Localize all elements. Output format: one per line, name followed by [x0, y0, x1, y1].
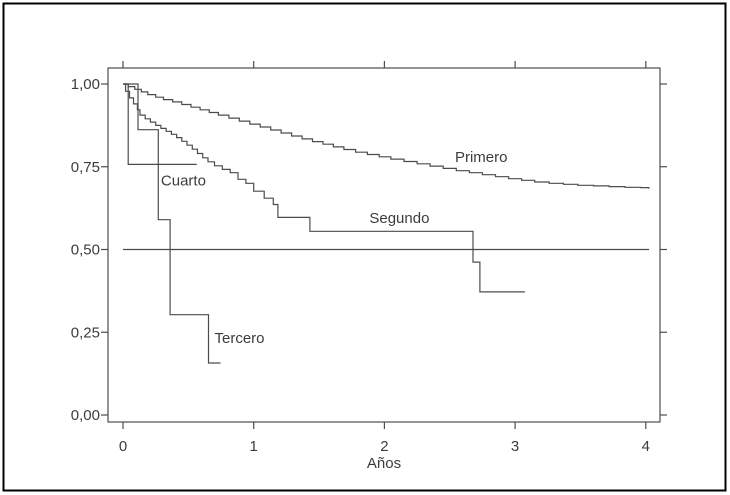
label-primero: Primero: [455, 149, 508, 166]
y-tick-label-4: 0,00: [71, 407, 100, 424]
axes-layer: 0 1 2 3 4 1,00 0,75 0,50 0,25 0,00: [71, 61, 667, 455]
series-tercero-curve: [123, 83, 221, 364]
y-tick-label-3: 0,25: [71, 324, 100, 341]
x-tick-label-3: 3: [511, 438, 519, 455]
label-cuarto: Cuarto: [161, 173, 206, 190]
series-layer: [123, 83, 650, 364]
x-tick-label-1: 1: [250, 438, 258, 455]
y-tick-label-2: 0,50: [71, 242, 100, 259]
plot-frame: [107, 67, 661, 423]
x-tick-label-2: 2: [380, 438, 388, 455]
y-tick-label-0: 1,00: [71, 76, 100, 93]
x-tick-label-0: 0: [119, 438, 127, 455]
y-tick-label-1: 0,75: [71, 159, 100, 176]
x-tick-label-4: 4: [642, 438, 650, 455]
series-cuarto-curve: [123, 83, 197, 165]
label-segundo: Segundo: [369, 210, 429, 227]
label-tercero: Tercero: [214, 330, 264, 347]
series-segundo-curve: [123, 83, 525, 293]
series-primero-curve: [123, 83, 650, 189]
labels-layer: Años Primero Segundo Cuarto Tercero: [161, 149, 508, 472]
x-axis-title: Años: [367, 455, 401, 472]
